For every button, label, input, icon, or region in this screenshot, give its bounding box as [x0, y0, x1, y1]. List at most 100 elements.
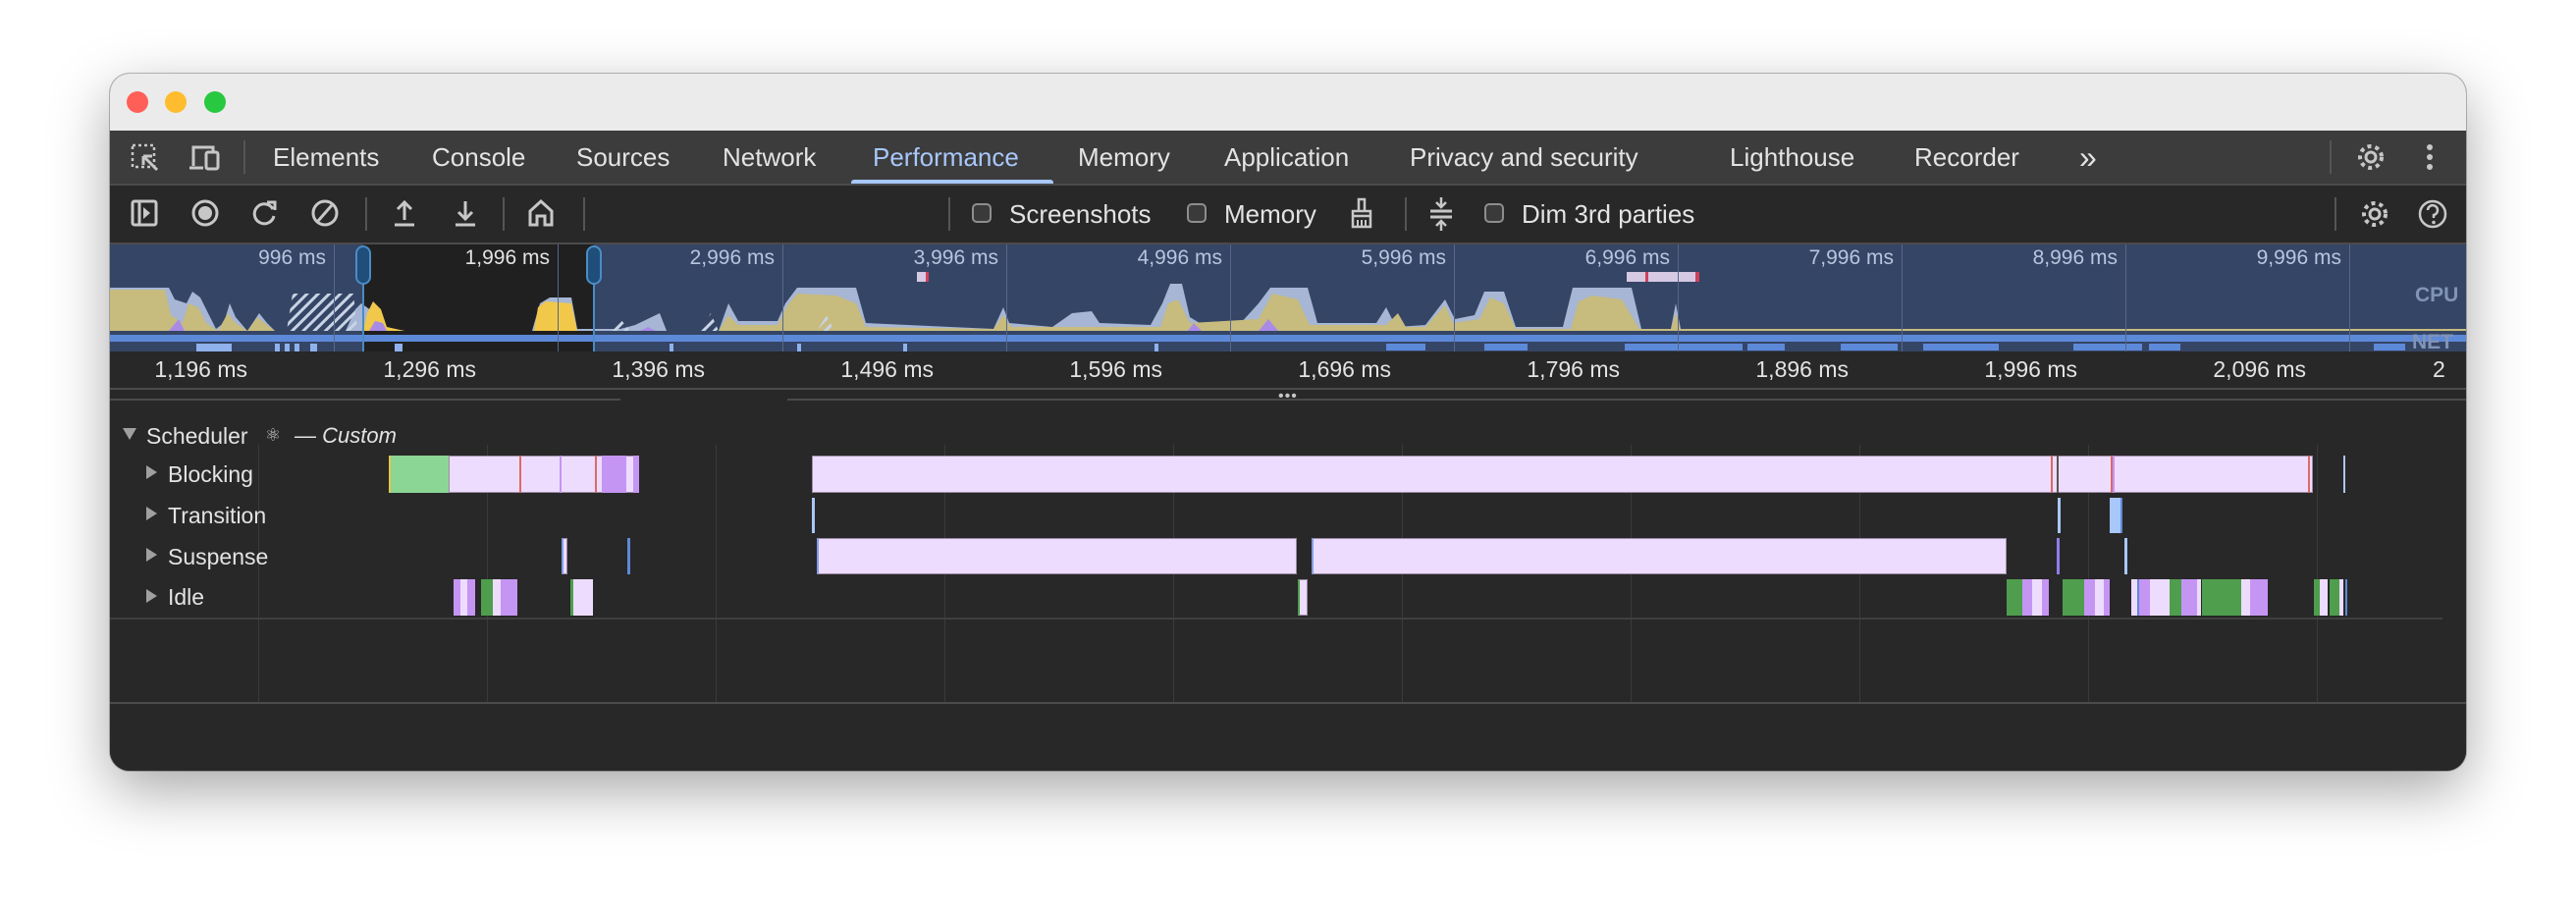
- idle-event[interactable]: [2063, 579, 2084, 616]
- memory-checkbox[interactable]: [1187, 203, 1207, 223]
- idle-event[interactable]: [2084, 579, 2095, 616]
- suspense-event[interactable]: [2057, 538, 2060, 574]
- tab-network[interactable]: Network: [723, 142, 817, 172]
- selection-end-handle[interactable]: [586, 245, 602, 285]
- scheduler-group-title[interactable]: Scheduler: [146, 423, 248, 449]
- tab-elements[interactable]: Elements: [273, 142, 380, 172]
- idle-event[interactable]: [2345, 579, 2347, 616]
- idle-event[interactable]: [2250, 579, 2268, 616]
- suspense-event[interactable]: [627, 538, 630, 574]
- save-profile-download-icon[interactable]: [451, 198, 480, 234]
- idle-event[interactable]: [2095, 579, 2104, 616]
- screenshots-checkbox[interactable]: [972, 203, 992, 223]
- more-options-kebab-icon[interactable]: [2419, 141, 2441, 179]
- garbage-collect-broom-icon[interactable]: [1348, 197, 1375, 235]
- expand-triangle-icon[interactable]: [146, 507, 157, 520]
- transition-event[interactable]: [2110, 498, 2122, 533]
- blocking-event[interactable]: [389, 456, 449, 493]
- idle-event[interactable]: [2314, 579, 2320, 616]
- idle-event[interactable]: [2339, 579, 2343, 616]
- blocking-event[interactable]: [2308, 456, 2310, 493]
- idle-event[interactable]: [2202, 579, 2241, 616]
- collapse-tracks-icon[interactable]: [1427, 196, 1455, 238]
- tab-console[interactable]: Console: [432, 142, 526, 172]
- track-label-blocking[interactable]: Blocking: [168, 461, 253, 487]
- transition-event[interactable]: [812, 498, 815, 533]
- expand-triangle-icon[interactable]: [146, 548, 157, 562]
- suspense-event[interactable]: [817, 538, 1297, 574]
- blocking-event[interactable]: [2057, 456, 2059, 493]
- idle-event[interactable]: [481, 579, 493, 616]
- idle-event[interactable]: [2241, 579, 2250, 616]
- idle-event[interactable]: [2320, 579, 2328, 616]
- settings-gear-icon[interactable]: [2355, 141, 2387, 179]
- idle-event[interactable]: [2022, 579, 2032, 616]
- idle-event[interactable]: [2181, 579, 2197, 616]
- tab-privacy-and-security[interactable]: Privacy and security: [1410, 142, 1638, 172]
- tab-performance[interactable]: Performance: [873, 142, 1019, 172]
- idle-event[interactable]: [2131, 579, 2137, 616]
- blocking-event[interactable]: [602, 456, 626, 493]
- record-icon[interactable]: [190, 198, 220, 234]
- capture-settings-gear-icon[interactable]: [2359, 198, 2390, 236]
- suspense-event[interactable]: [1312, 538, 2007, 574]
- timeline-overview[interactable]: 996 ms 1,996 ms 2,996 ms 3,996 ms 4,996 …: [110, 244, 2466, 351]
- track-label-transition[interactable]: Transition: [168, 503, 267, 528]
- track-label-idle[interactable]: Idle: [168, 584, 205, 610]
- expand-triangle-icon[interactable]: [146, 589, 157, 603]
- idle-event[interactable]: [493, 579, 501, 616]
- clear-icon[interactable]: [310, 198, 340, 234]
- blocking-event[interactable]: [2111, 456, 2115, 493]
- memory-label[interactable]: Memory: [1224, 199, 1316, 229]
- panel-splitter[interactable]: •••: [110, 389, 2466, 405]
- inspect-element-icon[interactable]: [130, 142, 161, 180]
- blocking-event[interactable]: [633, 456, 639, 493]
- help-icon[interactable]: [2417, 198, 2448, 236]
- reload-record-icon[interactable]: [249, 198, 279, 234]
- idle-event[interactable]: [2007, 579, 2022, 616]
- dim-3rd-parties-label[interactable]: Dim 3rd parties: [1522, 199, 1695, 229]
- idle-event[interactable]: [2170, 579, 2181, 616]
- idle-event[interactable]: [501, 579, 517, 616]
- close-window-button[interactable]: [127, 91, 148, 113]
- expand-triangle-icon[interactable]: [146, 465, 157, 479]
- blocking-event[interactable]: [812, 456, 2313, 493]
- idle-event[interactable]: [2104, 579, 2110, 616]
- collapse-triangle-icon[interactable]: [123, 428, 136, 440]
- idle-event[interactable]: [2137, 579, 2150, 616]
- idle-event[interactable]: [573, 579, 593, 616]
- idle-event[interactable]: [1298, 579, 1308, 616]
- idle-event[interactable]: [2042, 579, 2049, 616]
- selection-start-handle[interactable]: [355, 245, 371, 285]
- device-toolbar-icon[interactable]: [188, 142, 221, 180]
- screenshots-label[interactable]: Screenshots: [1009, 199, 1152, 229]
- tab-recorder[interactable]: Recorder: [1914, 142, 2019, 172]
- idle-event[interactable]: [2032, 579, 2042, 616]
- blocking-event[interactable]: [2343, 456, 2345, 493]
- minimize-window-button[interactable]: [165, 91, 187, 113]
- tab-application[interactable]: Application: [1224, 142, 1350, 172]
- zoom-window-button[interactable]: [204, 91, 226, 113]
- blocking-event[interactable]: [2051, 456, 2053, 493]
- tab-memory[interactable]: Memory: [1078, 142, 1170, 172]
- idle-event[interactable]: [570, 579, 573, 616]
- idle-event[interactable]: [2197, 579, 2201, 616]
- idle-event[interactable]: [2150, 579, 2170, 616]
- dim-3rd-parties-checkbox[interactable]: [1484, 203, 1504, 223]
- more-tabs-chevron-icon[interactable]: »: [2079, 139, 2097, 175]
- home-icon[interactable]: [526, 198, 556, 234]
- blocking-event[interactable]: [519, 456, 521, 493]
- flame-chart-tracks[interactable]: ••• Scheduler ⚛ — Custom Blocking Transi…: [110, 389, 2466, 771]
- idle-event[interactable]: [460, 579, 467, 616]
- tab-sources[interactable]: Sources: [576, 142, 671, 172]
- track-label-suspense[interactable]: Suspense: [168, 544, 269, 569]
- load-profile-upload-icon[interactable]: [390, 198, 419, 234]
- toggle-sidebar-icon[interactable]: [130, 198, 159, 234]
- idle-event[interactable]: [2330, 579, 2339, 616]
- blocking-event[interactable]: [560, 456, 562, 493]
- suspense-event[interactable]: [2124, 538, 2127, 574]
- tab-lighthouse[interactable]: Lighthouse: [1730, 142, 1855, 172]
- blocking-event[interactable]: [595, 456, 597, 493]
- suspense-event[interactable]: [562, 538, 567, 574]
- transition-event[interactable]: [2058, 498, 2061, 533]
